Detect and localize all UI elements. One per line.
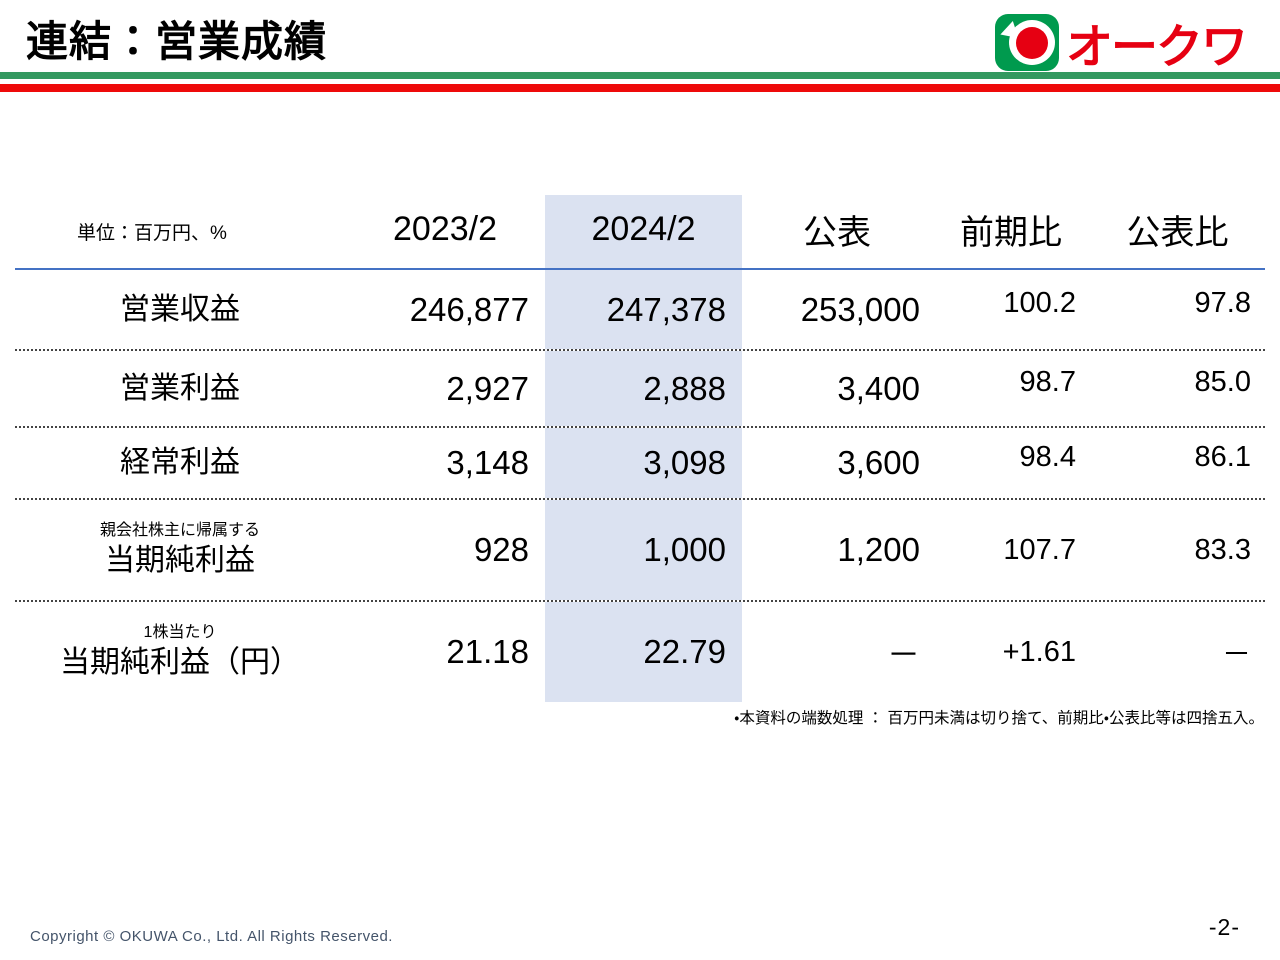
value-cell: 86.1 bbox=[1194, 440, 1251, 473]
row-label: 1株当たり当期純利益（円） bbox=[15, 602, 345, 702]
value-cell: 247,378 bbox=[545, 270, 742, 349]
row-label: 親会社株主に帰属する当期純利益 bbox=[15, 500, 345, 600]
row-label-main: 経常利益 bbox=[120, 446, 240, 480]
table-row: 営業利益 2,927 2,888 3,400 98.7 85.0 bbox=[15, 351, 1265, 428]
table-row: 1株当たり当期純利益（円） 21.18 22.79 － +1.61 － bbox=[15, 602, 1265, 702]
column-header-forecast: 公表 bbox=[803, 214, 871, 252]
value-cell: 98.4 bbox=[1019, 440, 1076, 473]
red-divider-rule bbox=[0, 84, 1280, 92]
column-header-2023-2: 2023/2 bbox=[393, 210, 497, 248]
value-cell: 2,888 bbox=[545, 351, 742, 426]
value-cell: 1,200 bbox=[837, 531, 920, 568]
value-cell: 21.18 bbox=[446, 633, 529, 670]
okuwa-logo-wordmark: オークワ bbox=[1066, 20, 1248, 73]
row-label: 経常利益 bbox=[15, 428, 345, 498]
value-cell: 253,000 bbox=[800, 290, 920, 328]
value-cell: 928 bbox=[473, 531, 529, 568]
okuwa-logo-icon bbox=[995, 14, 1059, 71]
value-cell: 22.79 bbox=[545, 602, 742, 702]
value-cell: 3,600 bbox=[837, 444, 920, 481]
value-cell: 107.7 bbox=[1003, 533, 1076, 566]
table-row: 営業収益 246,877 247,378 253,000 100.2 97.8 bbox=[15, 270, 1265, 351]
table-header-row: 単位：百万円、% 2023/2 2024/2 公表 前期比 公表比 bbox=[15, 195, 1265, 270]
value-cell: 97.8 bbox=[1194, 287, 1251, 319]
page-number: -2- bbox=[1208, 914, 1240, 940]
value-cell: 100.2 bbox=[1003, 287, 1076, 319]
row-label-small: 親会社株主に帰属する bbox=[99, 521, 260, 539]
value-cell: － bbox=[1221, 639, 1251, 671]
results-table: 単位：百万円、% 2023/2 2024/2 公表 前期比 公表比 営業収益 24… bbox=[15, 195, 1265, 702]
column-header-vs-forecast: 公表比 bbox=[1126, 214, 1229, 252]
value-cell: 3,400 bbox=[837, 369, 920, 407]
unit-label: 単位：百万円、% bbox=[77, 223, 227, 244]
okuwa-logo: オークワ bbox=[995, 8, 1248, 77]
row-label-main: 当期純利益（円） bbox=[60, 645, 300, 679]
row-label: 営業収益 bbox=[15, 270, 345, 349]
table-body: 営業収益 246,877 247,378 253,000 100.2 97.8 営業利益 2,… bbox=[15, 270, 1265, 702]
column-header-yoy: 前期比 bbox=[960, 214, 1062, 252]
table-row: 経常利益 3,148 3,098 3,600 98.4 86.1 bbox=[15, 428, 1265, 500]
row-label: 営業利益 bbox=[15, 351, 345, 426]
value-cell: 85.0 bbox=[1194, 366, 1251, 398]
value-cell: 3,148 bbox=[446, 444, 529, 481]
logo-circle-red bbox=[1016, 27, 1048, 59]
copyright-text: Copyright © OKUWA Co., Ltd. All Rights R… bbox=[30, 928, 393, 945]
value-cell: 83.3 bbox=[1194, 533, 1251, 566]
value-cell: 98.7 bbox=[1019, 366, 1076, 398]
row-label-main: 営業利益 bbox=[120, 371, 240, 405]
page-title: 連結：営業成績 bbox=[26, 18, 328, 65]
row-label-small: 1株当たり bbox=[143, 623, 217, 641]
value-cell: +1.61 bbox=[1002, 635, 1076, 668]
green-divider-rule bbox=[0, 72, 1280, 79]
value-cell: 1,000 bbox=[545, 500, 742, 600]
value-cell: 246,877 bbox=[409, 290, 529, 328]
value-cell: 2,927 bbox=[446, 369, 529, 407]
table-row: 親会社株主に帰属する当期純利益 928 1,000 1,200 107.7 83.3 bbox=[15, 500, 1265, 602]
row-label-main: 当期純利益 bbox=[105, 543, 255, 577]
column-header-2024-2: 2024/2 bbox=[545, 195, 742, 268]
row-label-main: 営業収益 bbox=[120, 292, 240, 326]
value-cell: － bbox=[887, 636, 920, 673]
value-cell: 3,098 bbox=[545, 428, 742, 498]
rounding-footnote: ・本資料の端数処理 ： 百万円未満は切り捨て、前期比・公表比等は四捨五入。 bbox=[734, 710, 1264, 727]
